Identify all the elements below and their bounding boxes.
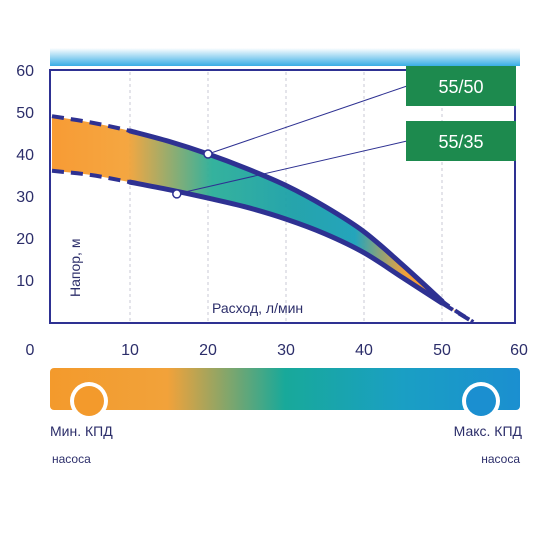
header-bar — [50, 48, 520, 66]
y-axis-ticks: 10 20 30 40 50 60 — [16, 63, 34, 290]
y-tick-label: 60 — [16, 63, 34, 80]
y-tick-label: 50 — [16, 105, 34, 122]
efficiency-scale — [50, 368, 520, 420]
x-tick-label: 30 — [277, 342, 295, 359]
y-tick-label: 40 — [16, 147, 34, 164]
leader-line-55-50 — [207, 85, 408, 155]
y-axis-label: Напор, м — [67, 239, 83, 297]
y-tick-label: 20 — [16, 231, 34, 248]
x-axis-label: Расход, л/мин — [212, 300, 303, 316]
marker-55-50 — [203, 149, 213, 159]
marker-55-35 — [172, 189, 182, 199]
max-efficiency-dot — [466, 386, 496, 416]
series-label-55-50: 55/50 — [406, 66, 516, 106]
efficiency-gradient-bar — [50, 368, 520, 410]
series-label-55-35: 55/35 — [406, 121, 516, 161]
y-tick-label: 10 — [16, 273, 34, 290]
x-tick-label: 40 — [355, 342, 373, 359]
x-axis-ticks: 0 10 20 30 40 50 60 — [26, 342, 528, 359]
x-tick-label: 60 — [510, 342, 528, 359]
min-efficiency-sublabel: насоса — [52, 452, 91, 466]
efficiency-band — [52, 116, 474, 322]
max-efficiency-sublabel: насоса — [481, 452, 520, 466]
x-tick-label: 20 — [199, 342, 217, 359]
x-tick-label: 50 — [433, 342, 451, 359]
max-efficiency-label: Макс. КПД — [453, 423, 522, 439]
min-efficiency-label: Мин. КПД — [50, 423, 113, 439]
series-label-text: 55/50 — [438, 77, 483, 97]
y-tick-label: 30 — [16, 189, 34, 206]
series-label-text: 55/35 — [438, 132, 483, 152]
min-efficiency-dot — [74, 386, 104, 416]
x-tick-label: 0 — [26, 342, 35, 359]
leader-line-55-35 — [176, 140, 408, 195]
x-tick-label: 10 — [121, 342, 139, 359]
curve-55-50 — [127, 128, 445, 304]
